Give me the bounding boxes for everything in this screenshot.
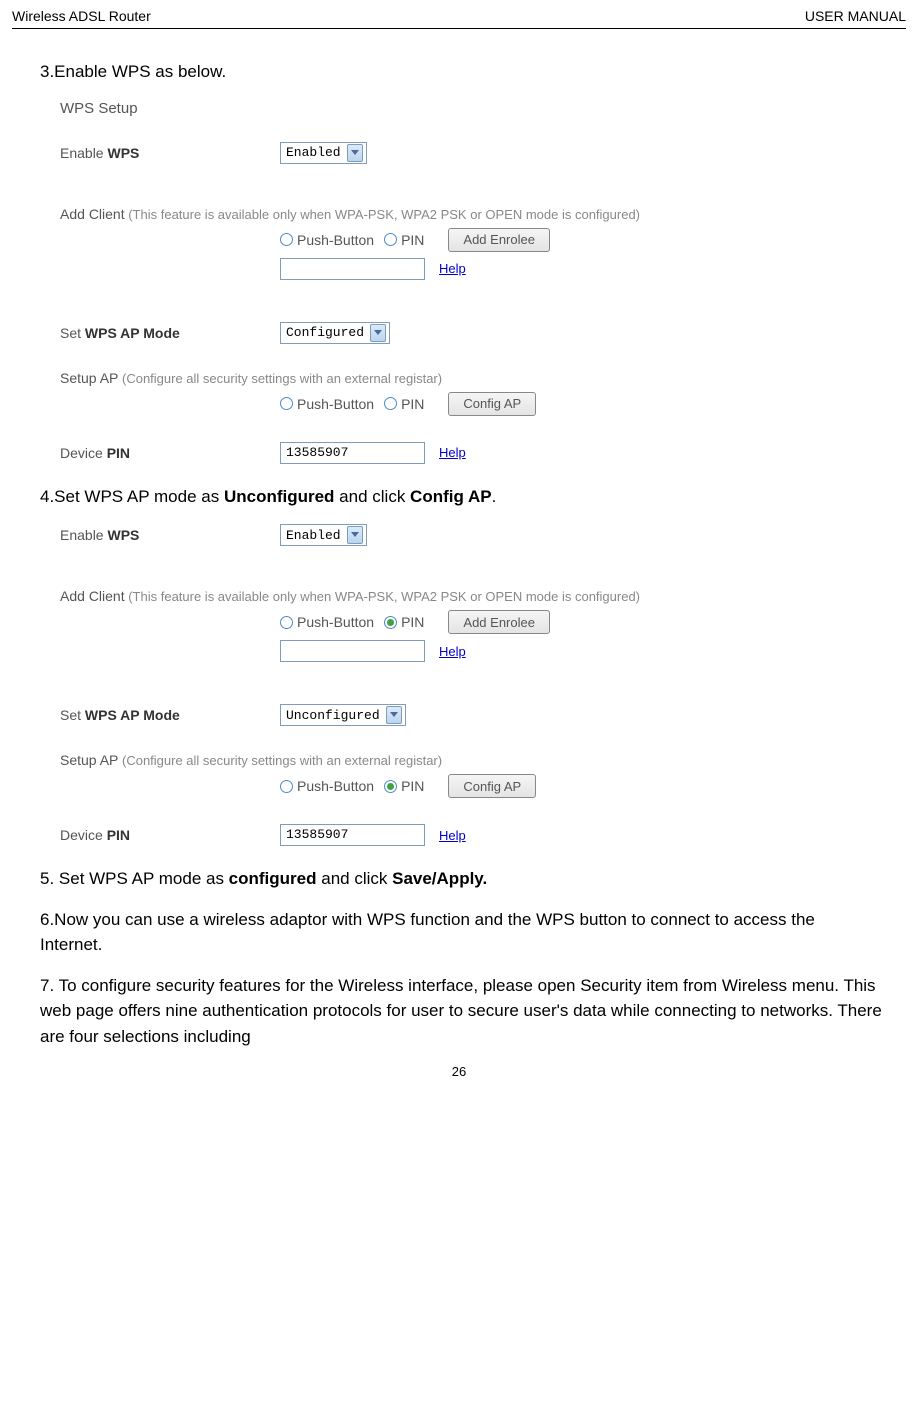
page-number: 26 bbox=[0, 1064, 918, 1079]
step-3: 3.Enable WPS as below. bbox=[40, 59, 878, 85]
radio-icon bbox=[280, 616, 293, 629]
config-ap-button[interactable]: Config AP bbox=[448, 774, 536, 798]
setup-push-button-radio[interactable]: Push-Button bbox=[280, 778, 374, 794]
step-4: 4.Set WPS AP mode as Unconfigured and cl… bbox=[40, 484, 878, 510]
enable-wps-value: Enabled bbox=[286, 145, 341, 160]
add-enrolee-button[interactable]: Add Enrolee bbox=[448, 610, 550, 634]
wps-ap-mode-select[interactable]: Configured bbox=[280, 322, 390, 344]
step-5: 5. Set WPS AP mode as configured and cli… bbox=[40, 866, 878, 892]
wps-ap-mode-label: Set WPS AP Mode bbox=[60, 707, 280, 723]
screenshot-wps-1: WPS Setup Enable WPS Enabled Add Client … bbox=[60, 100, 878, 464]
chevron-down-icon bbox=[370, 324, 386, 342]
step-7: 7. To configure security features for th… bbox=[0, 973, 918, 1050]
wps-ap-mode-label: Set WPS AP Mode bbox=[60, 325, 280, 341]
chevron-down-icon bbox=[386, 706, 402, 724]
enable-wps-label: Enable WPS bbox=[60, 145, 280, 161]
chevron-down-icon bbox=[347, 144, 363, 162]
enable-wps-select[interactable]: Enabled bbox=[280, 524, 367, 546]
enrolee-pin-input[interactable] bbox=[280, 258, 425, 280]
push-button-radio[interactable]: Push-Button bbox=[280, 232, 374, 248]
header-left: Wireless ADSL Router bbox=[12, 8, 151, 24]
config-ap-button[interactable]: Config AP bbox=[448, 392, 536, 416]
enrolee-pin-input[interactable] bbox=[280, 640, 425, 662]
help-link[interactable]: Help bbox=[439, 644, 466, 659]
wps-ap-mode-value: Unconfigured bbox=[286, 708, 380, 723]
header-right: USER MANUAL bbox=[805, 8, 906, 24]
device-pin-input[interactable]: 13585907 bbox=[280, 442, 425, 464]
help-link[interactable]: Help bbox=[439, 445, 466, 460]
wps-ap-mode-value: Configured bbox=[286, 325, 364, 340]
setup-ap-label: Setup AP (Configure all security setting… bbox=[60, 370, 442, 386]
header-divider bbox=[12, 28, 906, 29]
help-link[interactable]: Help bbox=[439, 261, 466, 276]
add-client-label: Add Client (This feature is available on… bbox=[60, 588, 640, 604]
enable-wps-value: Enabled bbox=[286, 528, 341, 543]
help-link[interactable]: Help bbox=[439, 828, 466, 843]
setup-pin-radio[interactable]: PIN bbox=[384, 778, 424, 794]
radio-icon bbox=[384, 233, 397, 246]
device-pin-label: Device PIN bbox=[60, 827, 280, 843]
radio-icon bbox=[280, 233, 293, 246]
add-enrolee-button[interactable]: Add Enrolee bbox=[448, 228, 550, 252]
step-6: 6.Now you can use a wireless adaptor wit… bbox=[40, 907, 878, 958]
screenshot-wps-2: Enable WPS Enabled Add Client (This feat… bbox=[60, 524, 878, 846]
pin-radio[interactable]: PIN bbox=[384, 232, 424, 248]
wps-setup-title: WPS Setup bbox=[60, 100, 878, 117]
radio-icon bbox=[384, 780, 397, 793]
wps-ap-mode-select[interactable]: Unconfigured bbox=[280, 704, 406, 726]
radio-icon bbox=[280, 780, 293, 793]
radio-icon bbox=[384, 397, 397, 410]
add-client-label: Add Client (This feature is available on… bbox=[60, 206, 640, 222]
radio-icon bbox=[280, 397, 293, 410]
pin-radio[interactable]: PIN bbox=[384, 614, 424, 630]
setup-ap-label: Setup AP (Configure all security setting… bbox=[60, 752, 442, 768]
device-pin-label: Device PIN bbox=[60, 445, 280, 461]
enable-wps-label: Enable WPS bbox=[60, 527, 280, 543]
push-button-radio[interactable]: Push-Button bbox=[280, 614, 374, 630]
chevron-down-icon bbox=[347, 526, 363, 544]
device-pin-input[interactable]: 13585907 bbox=[280, 824, 425, 846]
radio-icon bbox=[384, 616, 397, 629]
setup-push-button-radio[interactable]: Push-Button bbox=[280, 396, 374, 412]
enable-wps-select[interactable]: Enabled bbox=[280, 142, 367, 164]
setup-pin-radio[interactable]: PIN bbox=[384, 396, 424, 412]
